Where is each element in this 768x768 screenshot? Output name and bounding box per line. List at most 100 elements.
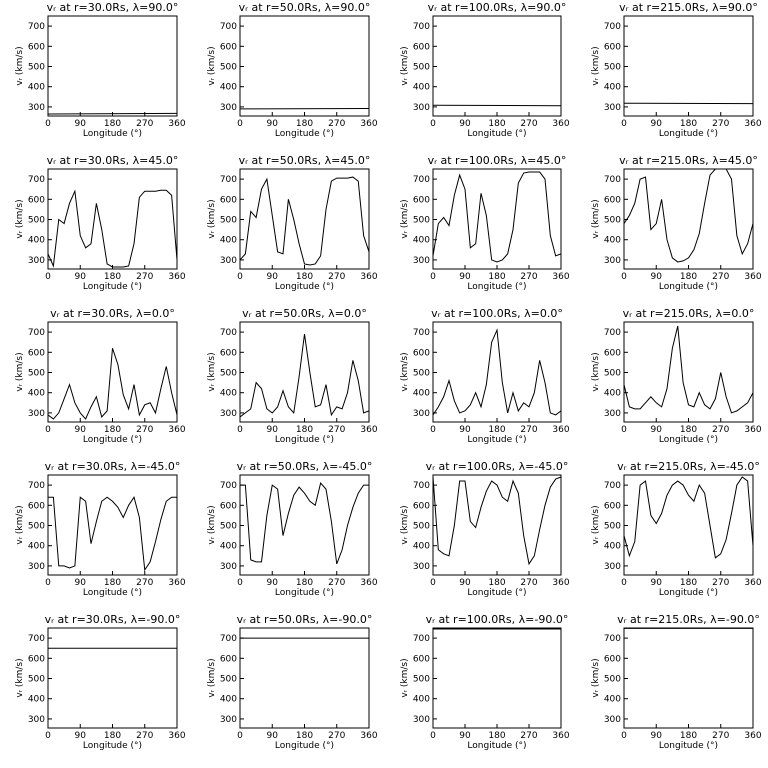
y-axis-label: vᵣ (km/s) [15,352,25,391]
panel: vᵣ at r=30.0Rs, λ=90.0° Longitude (°) vᵣ (… [15,1,186,139]
x-axis-label: Longitude (°) [83,282,142,292]
x-tick-label: 360 [168,578,185,588]
panel-title: vᵣ at r=100.0Rs, λ=-45.0° [426,460,569,473]
x-tick-label: 270 [136,272,153,282]
x-tick-label: 0 [430,272,436,282]
x-tick-label: 270 [136,731,153,741]
x-tick-label: 180 [488,731,505,741]
panel-title: vᵣ at r=50.0Rs, λ=-90.0° [237,613,373,626]
data-line [239,334,370,418]
x-tick-label: 270 [520,425,537,435]
y-tick-label: 300 [28,256,45,266]
x-tick-label: 180 [680,119,697,129]
y-axis-label: vᵣ (km/s) [15,505,25,544]
y-tick-label: 600 [220,654,237,664]
x-tick-label: 90 [75,731,87,741]
panel-title: vᵣ at r=50.0Rs, λ=90.0° [239,1,371,14]
y-tick-label: 500 [220,63,237,73]
x-tick-label: 0 [430,578,436,588]
x-axis-label: Longitude (°) [467,741,526,751]
data-line [48,496,177,572]
x-tick-label: 180 [104,425,121,435]
y-axis-label: vᵣ (km/s) [400,505,410,544]
x-tick-label: 270 [712,731,729,741]
x-tick-label: 360 [168,425,185,435]
x-tick-label: 90 [651,119,663,129]
x-axis-label: Longitude (°) [83,741,142,751]
y-tick-label: 300 [604,715,621,725]
x-axis-label: Longitude (°) [659,741,718,751]
y-tick-label: 700 [220,175,237,185]
x-tick-label: 270 [520,272,537,282]
x-tick-label: 90 [267,731,279,741]
y-axis-label: vᵣ (km/s) [207,199,217,238]
panel: vᵣ at r=100.0Rs, λ=-45.0° Longitude (°) vᵣ… [400,460,570,598]
y-axis-label: vᵣ (km/s) [400,46,410,85]
x-tick-label: 360 [552,119,569,129]
x-tick-label: 180 [488,119,505,129]
x-tick-label: 360 [744,731,761,741]
y-tick-label: 300 [28,715,45,725]
plot-frame [432,15,562,117]
panel: vᵣ at r=100.0Rs, λ=90.0° Longitude (°) vᵣ … [400,1,570,139]
x-tick-label: 360 [168,731,185,741]
x-tick-label: 180 [488,425,505,435]
y-axis-label: vᵣ (km/s) [15,46,25,85]
data-line [432,328,562,416]
y-tick-label: 400 [413,389,430,399]
y-tick-label: 700 [413,175,430,185]
panel: vᵣ at r=215.0Rs, λ=45.0° Longitude (°) vᵣ … [591,154,762,292]
y-tick-label: 500 [604,216,621,226]
y-tick-label: 300 [604,256,621,266]
x-tick-label: 0 [237,425,243,435]
x-tick-label: 90 [651,731,663,741]
y-tick-label: 600 [604,501,621,511]
y-tick-label: 700 [28,634,45,644]
panel-title: vᵣ at r=215.0Rs, λ=-90.0° [617,613,760,626]
y-tick-label: 500 [28,216,45,226]
y-axis-label: vᵣ (km/s) [400,199,410,238]
y-tick-label: 400 [220,389,237,399]
x-tick-label: 270 [520,731,537,741]
y-tick-label: 300 [28,103,45,113]
y-tick-label: 500 [220,216,237,226]
y-tick-label: 300 [604,562,621,572]
x-axis-label: Longitude (°) [659,282,718,292]
y-tick-label: 300 [220,256,237,266]
x-tick-label: 360 [744,119,761,129]
data-line [623,168,754,263]
panel-title: vᵣ at r=215.0Rs, λ=-45.0° [617,460,760,473]
x-tick-label: 180 [296,272,313,282]
x-axis-label: Longitude (°) [467,282,526,292]
x-tick-label: 180 [680,731,697,741]
y-tick-label: 700 [220,634,237,644]
y-tick-label: 400 [604,695,621,705]
x-tick-label: 360 [552,425,569,435]
panel-title: vᵣ at r=100.0Rs, λ=45.0° [428,154,567,167]
y-tick-label: 400 [413,695,430,705]
y-tick-label: 400 [604,542,621,552]
x-tick-label: 90 [651,425,663,435]
plot-frame [623,474,754,576]
x-tick-label: 270 [328,578,345,588]
y-axis-label: vᵣ (km/s) [400,352,410,391]
y-tick-label: 300 [28,562,45,572]
y-axis-label: vᵣ (km/s) [591,46,601,85]
x-axis-label: Longitude (°) [275,588,334,598]
x-tick-label: 360 [360,578,377,588]
y-tick-label: 300 [28,409,45,419]
y-tick-label: 500 [413,216,430,226]
y-tick-label: 500 [220,675,237,685]
x-tick-label: 90 [267,272,279,282]
x-tick-label: 180 [488,272,505,282]
y-tick-label: 700 [604,481,621,491]
x-tick-label: 360 [168,272,185,282]
y-axis-label: vᵣ (km/s) [400,658,410,697]
panel-title: vᵣ at r=30.0Rs, λ=0.0° [50,307,175,320]
y-tick-label: 600 [28,501,45,511]
y-tick-label: 500 [28,522,45,532]
y-tick-label: 600 [413,195,430,205]
panel: vᵣ at r=50.0Rs, λ=0.0° Longitude (°) vᵣ (k… [207,307,378,445]
y-tick-label: 600 [220,501,237,511]
panel-title: vᵣ at r=100.0Rs, λ=0.0° [431,307,563,320]
